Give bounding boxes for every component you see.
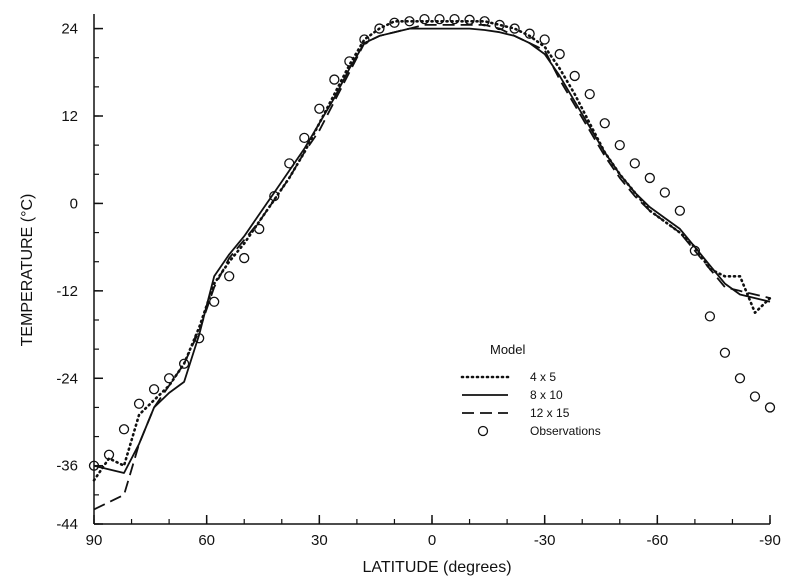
observation-point	[719, 347, 731, 358]
y-tick-label: -12	[56, 283, 78, 300]
observation-point	[103, 449, 115, 460]
observation-point	[224, 271, 235, 282]
observation-point	[749, 391, 761, 402]
legend-label: 8 x 10	[530, 388, 563, 402]
observation-point	[299, 132, 310, 144]
observation-point	[118, 424, 130, 435]
legend-title: Model	[490, 342, 526, 357]
y-tick-label: -44	[56, 516, 78, 533]
legend-label: Observations	[530, 424, 601, 438]
x-tick-label: 60	[198, 532, 215, 549]
observation-point	[734, 373, 746, 384]
x-axis-label: LATITUDE (degrees)	[362, 559, 511, 576]
x-tick-label: -30	[534, 532, 556, 549]
observation-point	[419, 13, 430, 25]
observation-point	[704, 311, 716, 322]
x-tick-label: 90	[86, 532, 103, 549]
observation-point	[464, 14, 475, 25]
x-tick-label: 30	[311, 532, 328, 549]
observation-point	[359, 34, 370, 45]
observation-point	[239, 252, 250, 264]
observation-point	[254, 223, 265, 235]
observation-point	[178, 358, 190, 369]
observation-point	[163, 373, 175, 384]
observation-point	[88, 460, 100, 471]
observation-point	[569, 70, 580, 82]
observation-point	[133, 398, 145, 409]
observation-point	[479, 16, 490, 27]
axes	[93, 14, 771, 525]
observation-point	[524, 28, 535, 39]
observation-point	[404, 16, 415, 27]
observation-point	[148, 384, 160, 395]
x-tick-label: -60	[646, 532, 668, 549]
y-tick-label: 0	[70, 195, 78, 212]
series-line-4x5	[92, 19, 772, 482]
observation-point	[344, 56, 355, 67]
observation-point	[269, 190, 280, 202]
legend-label: 12 x 15	[530, 406, 570, 420]
observation-point	[584, 88, 595, 100]
observation-point	[554, 48, 565, 60]
plot-series	[88, 13, 776, 511]
legend-marker-observations	[477, 425, 489, 437]
observation-point	[539, 34, 550, 45]
observation-point	[509, 23, 520, 34]
y-tick-label: 12	[61, 108, 78, 125]
series-line-8x10	[93, 27, 771, 474]
observation-point	[674, 205, 686, 216]
observation-point	[449, 13, 460, 25]
observation-point	[209, 296, 220, 307]
observations-markers	[88, 13, 776, 471]
x-tick-label: 0	[428, 532, 436, 549]
observation-point	[494, 19, 505, 31]
observation-point	[374, 23, 385, 34]
tick-labels: 24 12 0 -12 -24 -36 -44 90 60 30 0 -30 -60 -90	[56, 21, 781, 549]
observation-point	[764, 402, 776, 413]
x-tick-label: -90	[759, 532, 781, 549]
observation-point	[614, 139, 625, 151]
observation-point	[629, 158, 640, 169]
legend: Model 4 x 5 8 x 10 12 x 15 Observations	[460, 342, 601, 438]
observation-point	[389, 17, 400, 28]
y-tick-label: 24	[61, 21, 78, 38]
observation-point	[599, 118, 610, 129]
y-axis-label: TEMPERATURE (°C)	[19, 194, 36, 347]
y-tick-label: -36	[56, 458, 78, 475]
observation-point	[689, 245, 701, 256]
observation-point	[644, 172, 655, 184]
observation-point	[659, 187, 670, 198]
legend-label: 4 x 5	[530, 370, 556, 384]
observation-point	[434, 13, 445, 25]
series-line-12x15	[93, 23, 771, 511]
y-tick-label: -24	[56, 370, 78, 387]
observation-point	[329, 74, 340, 85]
observation-point	[314, 103, 325, 114]
observation-point	[284, 158, 295, 169]
observation-point	[194, 333, 205, 344]
